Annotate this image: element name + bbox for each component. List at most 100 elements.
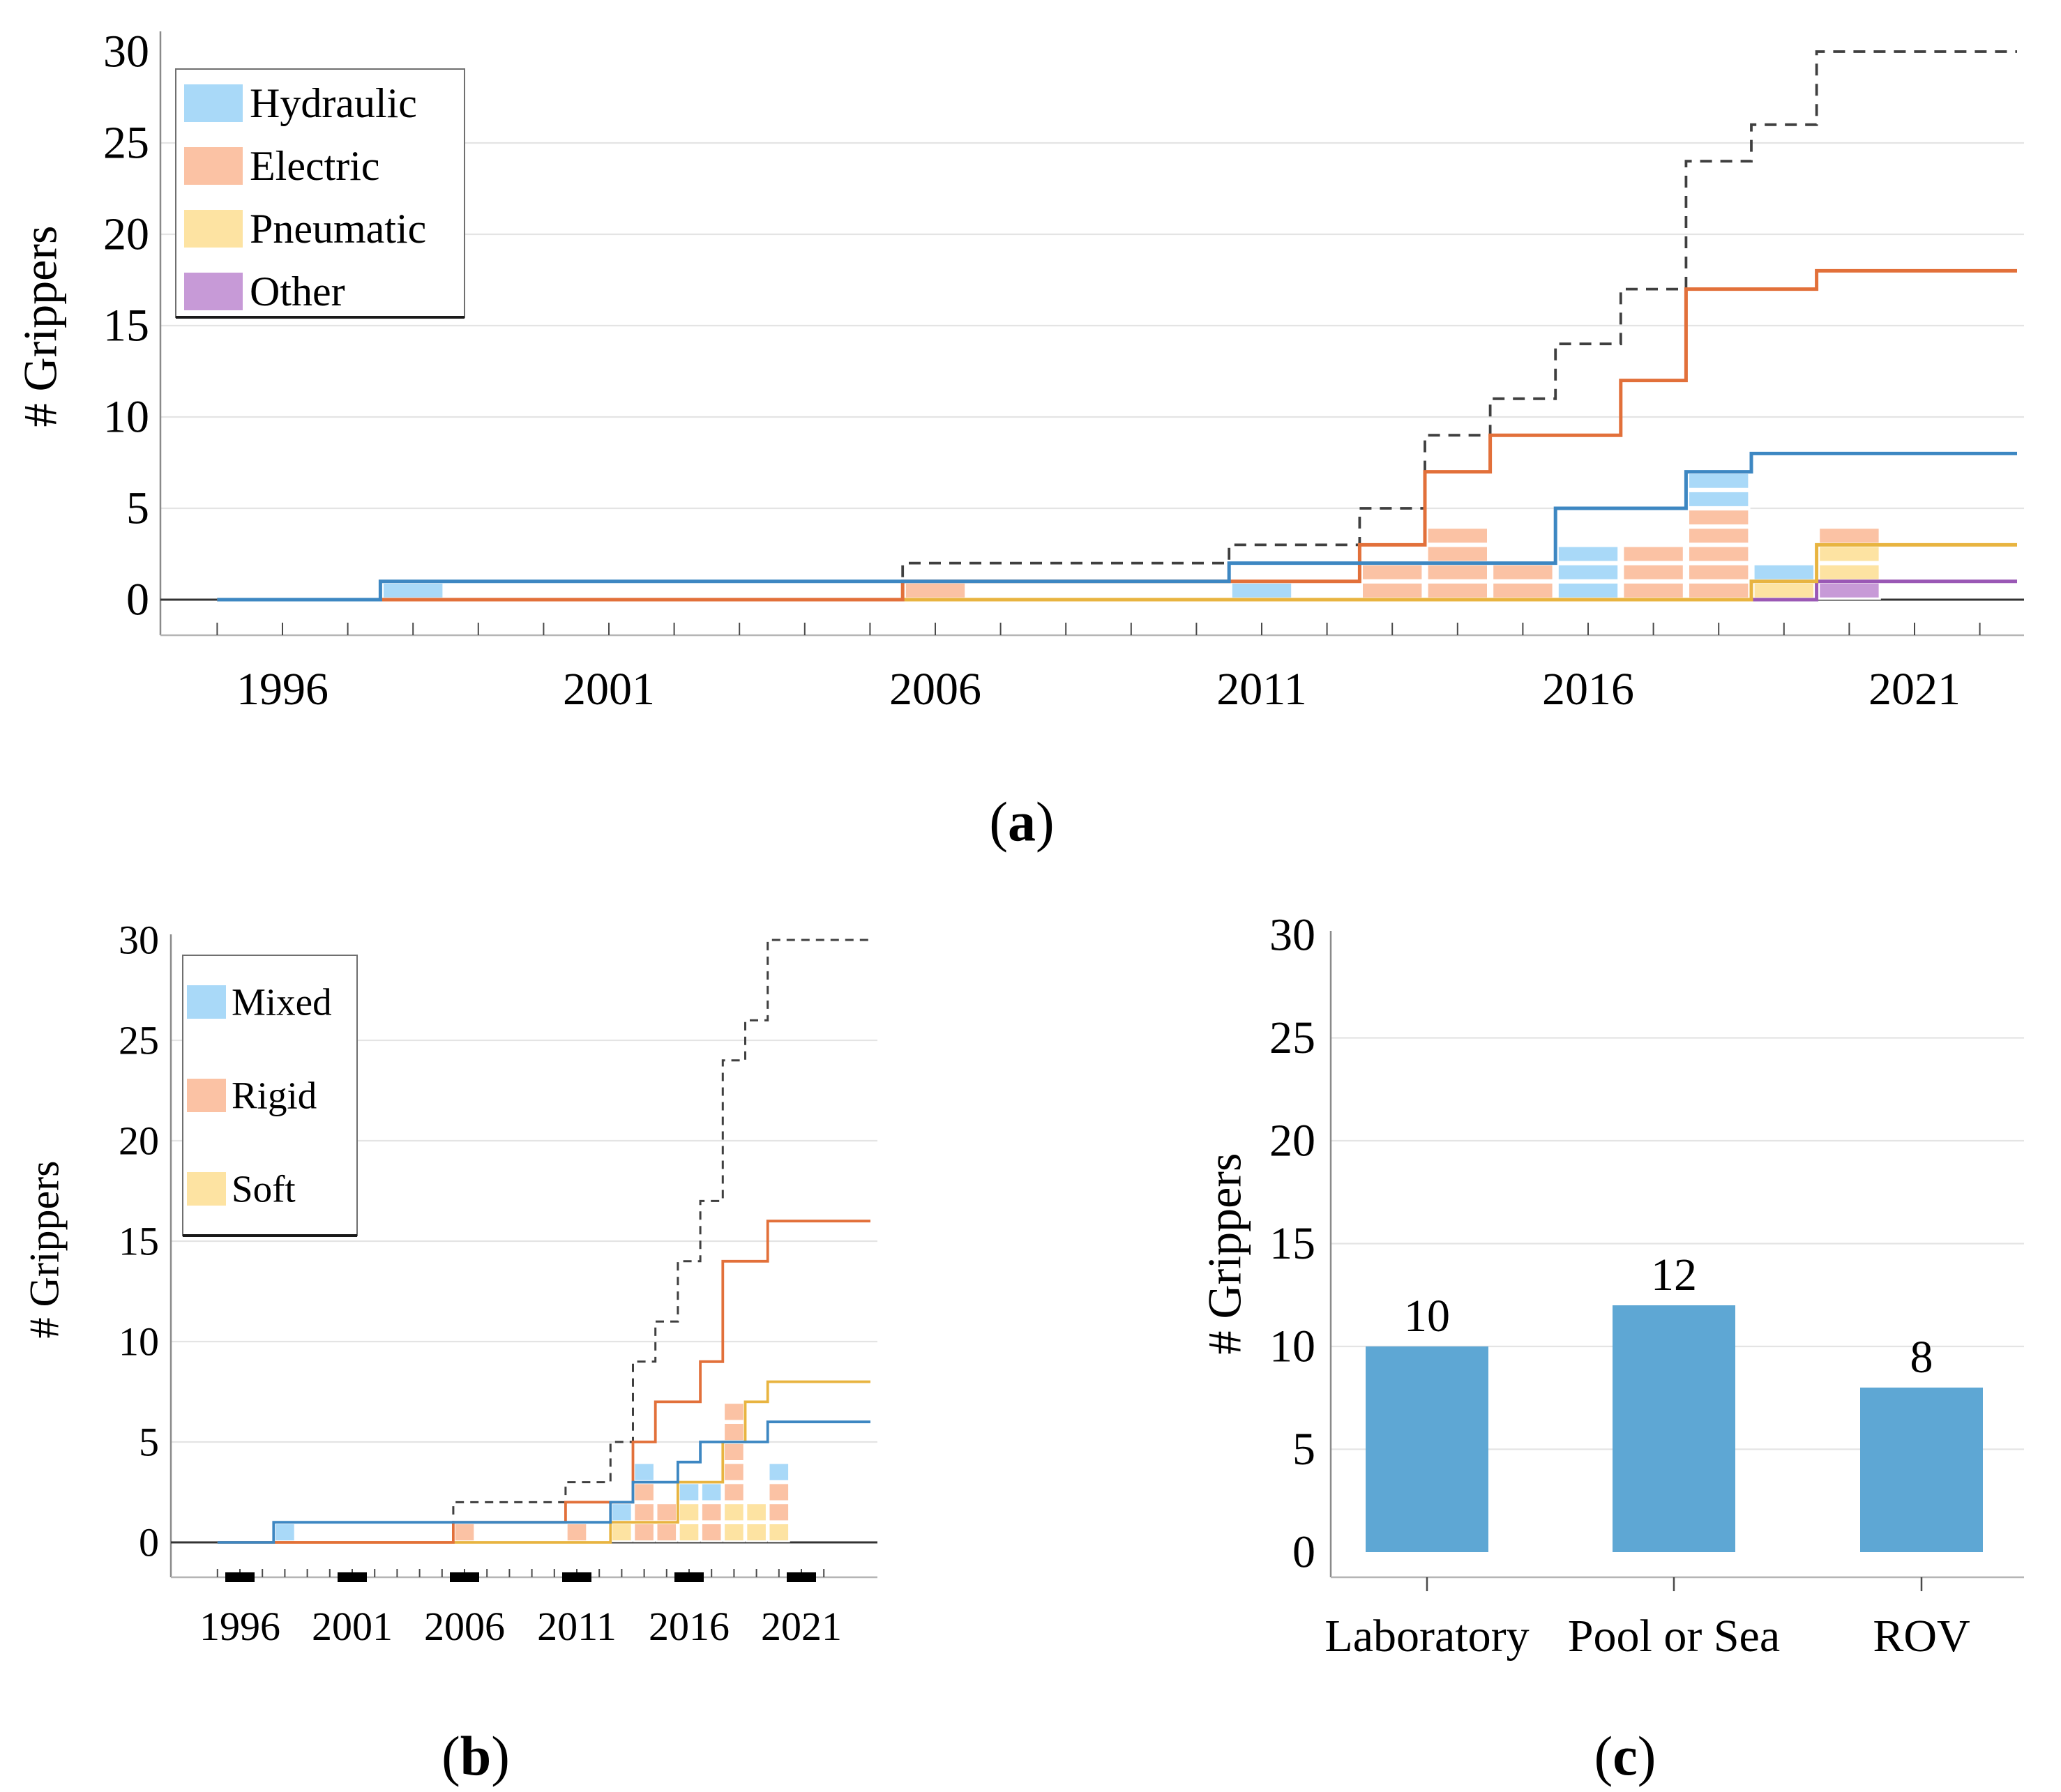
- x-category-label-0: Laboratory: [1324, 1611, 1529, 1662]
- unit-block-electric-2018: [1686, 563, 1751, 582]
- x-tick-label-b-1996: 1996: [199, 1604, 280, 1649]
- y-tick-label-c-20: 20: [1269, 1116, 1315, 1167]
- unit-block-mixed-2013: [610, 1502, 633, 1522]
- unit-block-rigid-2020: [767, 1482, 790, 1503]
- unit-block-soft-2013: [610, 1522, 633, 1542]
- legend-swatch-hydraulic: [184, 84, 243, 122]
- unit-block-rigid-2006: [453, 1522, 476, 1542]
- unit-block-electric-2020: [1818, 526, 1881, 545]
- unit-block-soft-2018: [723, 1502, 746, 1522]
- unit-block-electric-2018: [1686, 508, 1751, 527]
- bar-rov: [1860, 1388, 1983, 1552]
- cumulative-line-hydraulic: [217, 451, 2017, 602]
- unit-block-hydraulic-2018: [1686, 489, 1751, 509]
- y-tick-label-c-5: 5: [1292, 1424, 1315, 1475]
- caption-a-paren-open: (: [989, 791, 1008, 853]
- unit-block-rigid-2018: [723, 1402, 746, 1422]
- unit-block-rigid-2011: [566, 1522, 588, 1542]
- unit-block-rigid-2018: [723, 1422, 746, 1442]
- unit-block-hydraulic-1998: [381, 581, 445, 600]
- unit-block-electric-2018: [1686, 545, 1751, 563]
- y-tick-label-a-5: 5: [126, 483, 149, 534]
- unit-block-mixed-1998: [273, 1522, 296, 1542]
- legend-label-soft: Soft: [232, 1168, 296, 1210]
- y-tick-label-a-25: 25: [103, 118, 149, 169]
- y-tick-label-a-0: 0: [126, 575, 149, 625]
- x-bold-tick-b-2011: [562, 1572, 591, 1582]
- caption-b-paren-close: ): [491, 1726, 510, 1788]
- unit-block-hydraulic-2016: [1556, 563, 1620, 582]
- bar-laboratory: [1366, 1346, 1488, 1552]
- x-tick-label-a-2021: 2021: [1869, 664, 1961, 715]
- unit-block-electric-2014: [1426, 526, 1490, 545]
- cumulative-line-mixed: [217, 1420, 870, 1544]
- unit-block-mixed-2016: [678, 1482, 700, 1503]
- unit-block-hydraulic-2016: [1556, 581, 1620, 600]
- caption-a: (a): [989, 791, 1054, 855]
- unit-block-rigid-2014: [633, 1502, 656, 1522]
- unit-block-electric-2013: [1360, 563, 1424, 582]
- unit-block-hydraulic-2016: [1556, 545, 1620, 563]
- y-tick-label-c-10: 10: [1269, 1321, 1315, 1372]
- unit-block-electric-2014: [1426, 581, 1490, 600]
- y-tick-label-b-10: 10: [119, 1319, 159, 1365]
- unit-block-soft-2019: [745, 1502, 768, 1522]
- unit-block-other-2020: [1818, 581, 1881, 600]
- x-category-label-2: ROV: [1873, 1611, 1970, 1662]
- x-tick-label-a-2006: 2006: [889, 664, 981, 715]
- unit-block-hydraulic-2011: [1230, 581, 1294, 600]
- legend-swatch-other: [184, 273, 243, 310]
- unit-block-electric-2006: [903, 581, 967, 600]
- unit-block-pneumatic-2020: [1818, 545, 1881, 563]
- unit-block-soft-2020: [767, 1522, 790, 1542]
- unit-block-electric-2018: [1686, 581, 1751, 600]
- unit-block-mixed-2017: [700, 1482, 723, 1503]
- x-tick-label-b-2006: 2006: [424, 1604, 505, 1649]
- y-axis-title-chart-b: # Grippers: [21, 1160, 68, 1339]
- caption-c-letter: c: [1613, 1726, 1638, 1788]
- y-tick-label-b-20: 20: [119, 1118, 159, 1164]
- caption-a-paren-close: ): [1036, 791, 1055, 853]
- unit-block-rigid-2018: [723, 1482, 746, 1503]
- y-axis-title-chart-a: # Grippers: [13, 225, 67, 427]
- unit-block-soft-2019: [745, 1522, 768, 1542]
- y-tick-label-c-25: 25: [1269, 1012, 1315, 1063]
- unit-block-rigid-2014: [633, 1482, 656, 1503]
- x-bold-tick-b-2016: [674, 1572, 704, 1582]
- bar-value-label-1: 12: [1651, 1250, 1697, 1300]
- bar-pool-or-sea: [1613, 1305, 1735, 1552]
- x-tick-label-b-2001: 2001: [312, 1604, 393, 1649]
- cumulative-line-total-b: [217, 939, 870, 1544]
- legend-label-pneumatic: Pneumatic: [250, 206, 426, 252]
- legend-label-mixed: Mixed: [232, 981, 332, 1024]
- caption-c: (c): [1594, 1726, 1656, 1789]
- legend-label-other: Other: [250, 268, 345, 314]
- y-tick-label-b-25: 25: [119, 1018, 159, 1063]
- x-tick-label-a-1996: 1996: [236, 664, 329, 715]
- y-tick-label-b-0: 0: [139, 1520, 159, 1565]
- legend-label-hydraulic: Hydraulic: [250, 80, 417, 126]
- cumulative-line-pneumatic: [217, 542, 2017, 602]
- x-category-label-1: Pool or Sea: [1568, 1611, 1780, 1662]
- unit-block-rigid-2018: [723, 1442, 746, 1462]
- unit-block-mixed-2020: [767, 1462, 790, 1482]
- legend-swatch-pneumatic: [184, 210, 243, 248]
- y-tick-label-a-30: 30: [103, 26, 149, 77]
- unit-block-soft-2016: [678, 1502, 700, 1522]
- y-tick-label-a-10: 10: [103, 392, 149, 443]
- unit-block-electric-2015: [1491, 581, 1555, 600]
- unit-block-hydraulic-2018: [1686, 471, 1751, 490]
- unit-block-rigid-2020: [767, 1502, 790, 1522]
- legend-label-rigid: Rigid: [232, 1075, 317, 1117]
- y-tick-label-b-30: 30: [119, 918, 159, 963]
- legend-swatch-soft: [187, 1172, 226, 1206]
- unit-block-mixed-2014: [633, 1462, 656, 1482]
- y-axis-title-chart-c: # Grippers: [1198, 1153, 1251, 1355]
- unit-block-electric-2014: [1426, 563, 1490, 582]
- legend-label-electric: Electric: [250, 143, 380, 189]
- y-tick-label-b-5: 5: [139, 1420, 159, 1465]
- legend-swatch-mixed: [187, 985, 226, 1019]
- unit-block-rigid-2015: [655, 1502, 678, 1522]
